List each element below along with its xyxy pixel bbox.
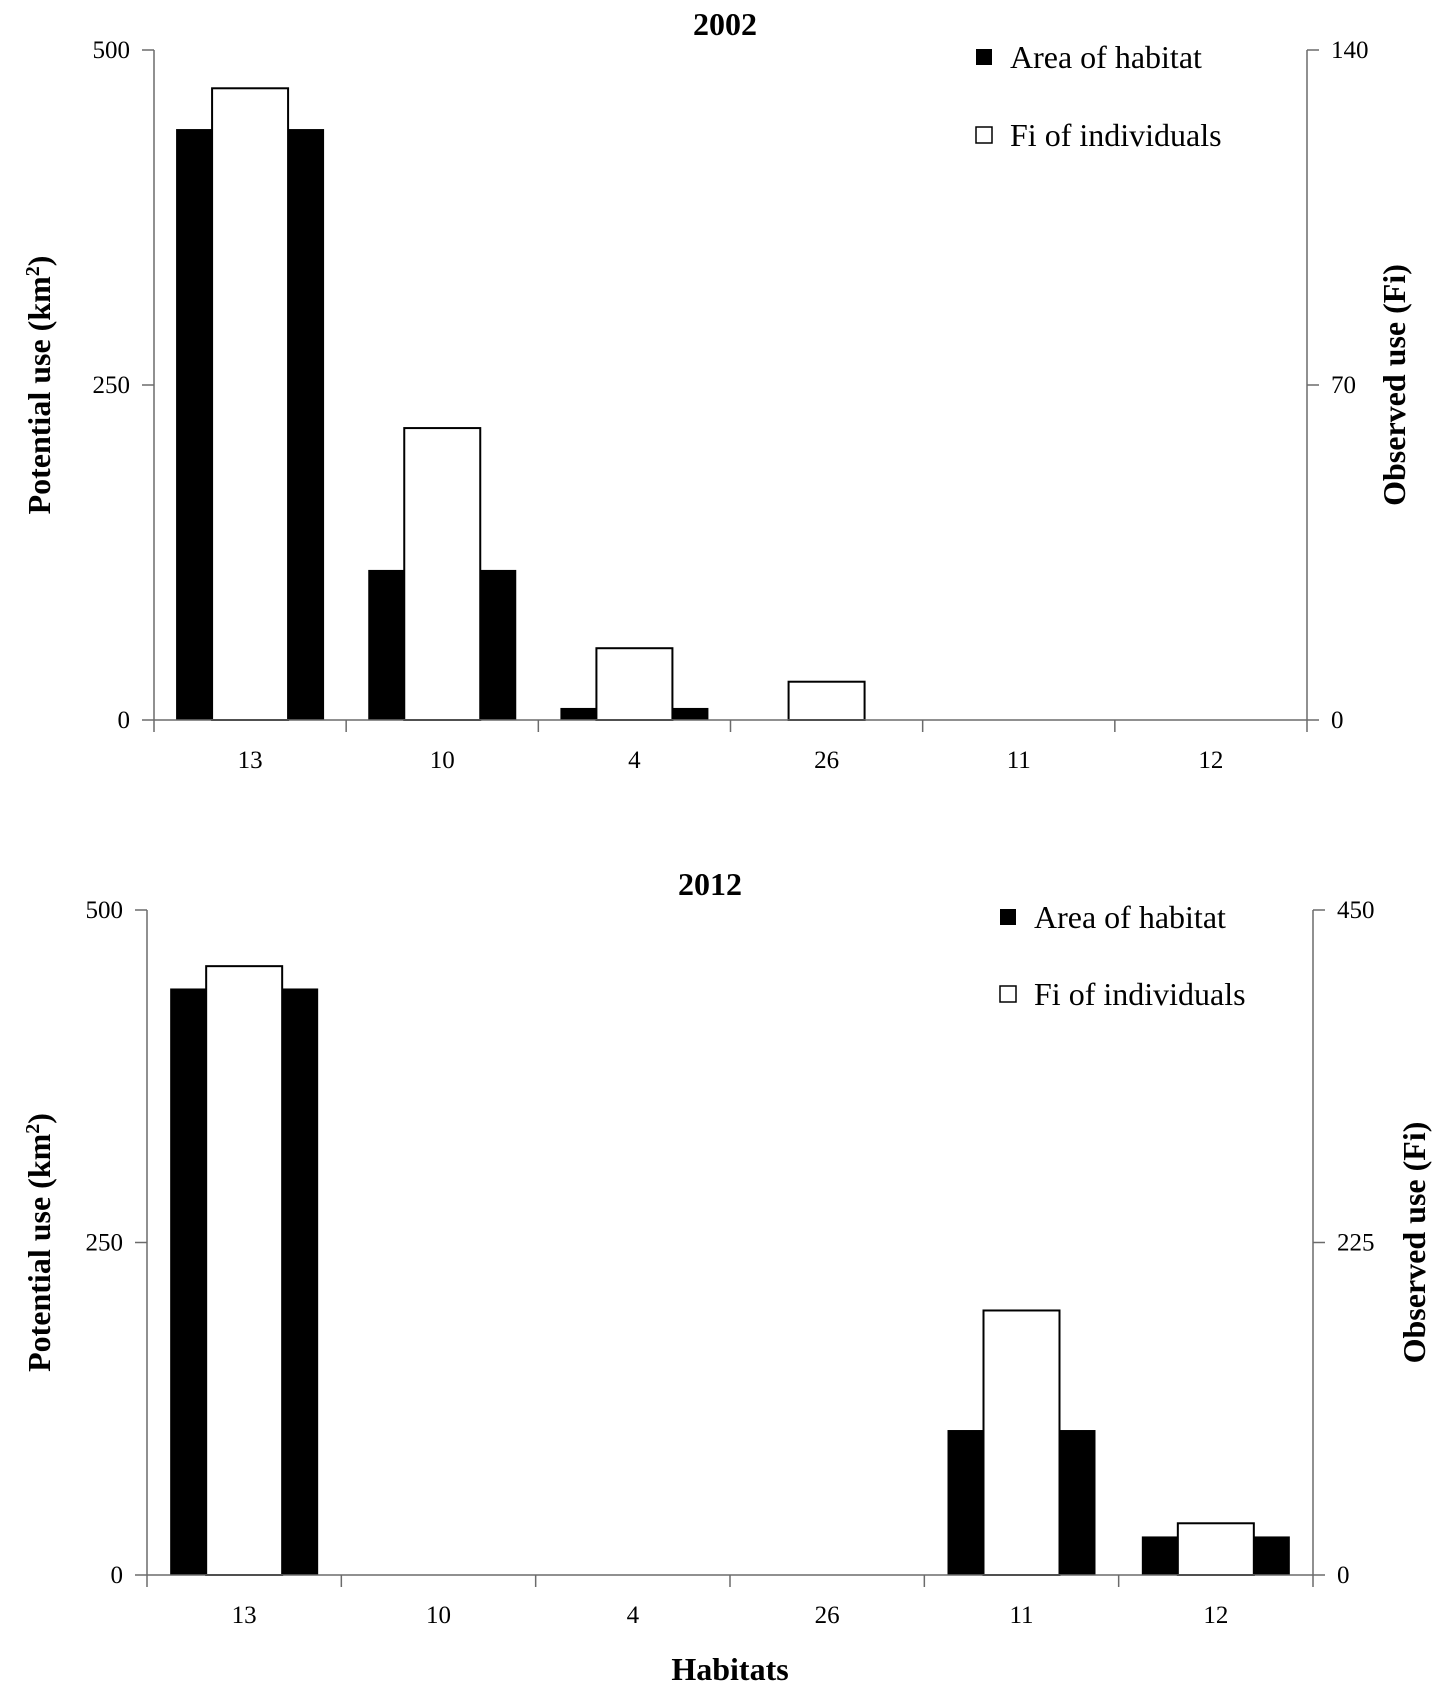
y-axis-title: Potential use (km2) [21, 256, 57, 515]
y2-axis-title: Observed use (Fi) [1396, 1122, 1432, 1364]
x-tick-label: 26 [815, 1602, 840, 1629]
y2-tick-label: 70 [1331, 372, 1356, 399]
legend-swatch-fi [999, 985, 1017, 1003]
x-tick-label: 10 [430, 747, 455, 774]
bar-fi-26 [787, 680, 866, 722]
x-tick-label: 10 [426, 1602, 451, 1629]
bar-fi-11 [982, 1309, 1061, 1576]
chart-panel-2002: 2002 0 250 500 0 70 140 13 10 4 26 11 12 Potential us… [21, 6, 1412, 774]
legend-swatch-area [976, 49, 992, 65]
x-tick-label: 4 [627, 1602, 640, 1629]
y-tick-label: 250 [93, 372, 131, 399]
x-tick-label: 12 [1203, 1602, 1228, 1629]
y2-axis-title: Observed use (Fi) [1376, 264, 1412, 506]
bar-area-4-left [560, 707, 597, 720]
bar-area-11-left [947, 1430, 984, 1575]
x-tick-label: 12 [1198, 747, 1223, 774]
bar-fi-10 [403, 427, 482, 721]
bar-area-13-right [288, 129, 325, 720]
chart-title: 2002 [693, 6, 757, 42]
y2-tick-label: 225 [1337, 1230, 1375, 1257]
y2-tick-label: 140 [1331, 37, 1369, 64]
y-tick-label: 0 [111, 1562, 124, 1589]
bar-area-10-left [368, 569, 405, 720]
x-tick-label: 4 [628, 747, 641, 774]
legend: Area of habitat Fi of individuals [999, 899, 1246, 1012]
x-tick-label: 13 [238, 747, 263, 774]
bar-fi-13 [211, 87, 290, 722]
bar-area-13-left [176, 129, 213, 720]
bar-area-13-right [282, 988, 319, 1575]
bar-area-10-right [480, 569, 517, 720]
x-tick-label: 11 [1007, 747, 1031, 774]
legend: Area of habitat Fi of individuals [975, 39, 1222, 153]
x-tick-label: 11 [1009, 1602, 1033, 1629]
legend-label-area: Area of habitat [1034, 899, 1226, 935]
y-axis-title: Potential use (km2) [21, 1113, 57, 1372]
bar-area-4-right [672, 707, 709, 720]
legend-label-fi: Fi of individuals [1034, 976, 1246, 1012]
chart-panel-2012: 2012 0 250 500 0 225 450 13 10 4 26 11 12 Potential u… [21, 866, 1432, 1687]
x-axis-title: Habitats [671, 1651, 788, 1687]
y-tick-label: 500 [86, 897, 124, 924]
legend-label-area: Area of habitat [1010, 39, 1202, 75]
legend-swatch-fi [975, 126, 993, 144]
bar-area-12-left [1141, 1536, 1178, 1575]
bar-fi-13 [205, 965, 284, 1576]
bar-area-13-left [170, 988, 207, 1575]
legend-swatch-area [1000, 909, 1016, 925]
chart-title: 2012 [678, 866, 742, 902]
y-tick-label: 0 [118, 707, 131, 734]
bar-area-12-right [1253, 1536, 1290, 1575]
x-tick-label: 13 [232, 1602, 257, 1629]
bar-fi-4 [595, 647, 674, 722]
y-tick-label: 250 [86, 1230, 124, 1257]
y2-tick-label: 0 [1331, 707, 1344, 734]
bar-area-11-right [1059, 1430, 1096, 1575]
x-tick-label: 26 [814, 747, 839, 774]
y2-tick-label: 450 [1337, 897, 1375, 924]
bar-fi-12 [1176, 1522, 1255, 1577]
legend-label-fi: Fi of individuals [1010, 117, 1222, 153]
y2-tick-label: 0 [1337, 1562, 1350, 1589]
y-tick-label: 500 [93, 37, 131, 64]
